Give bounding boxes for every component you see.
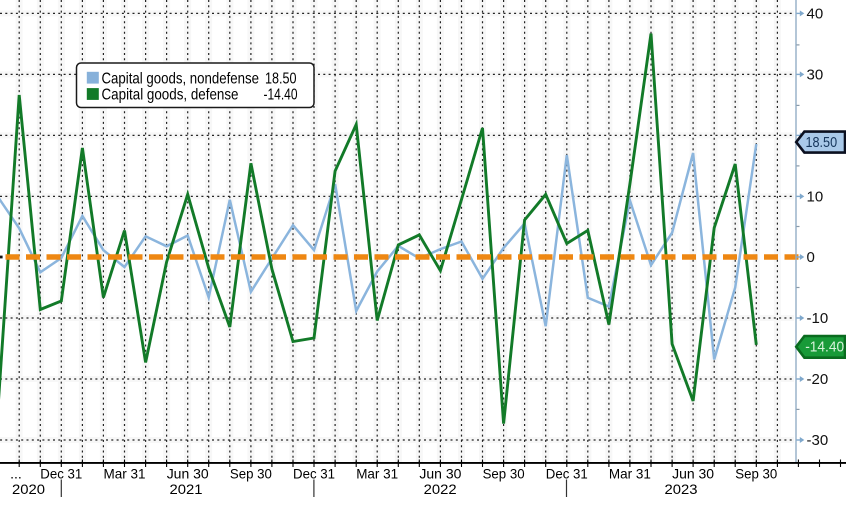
svg-text:Mar 31: Mar 31 (104, 466, 146, 482)
svg-text:Dec 31: Dec 31 (546, 466, 588, 482)
svg-text:2022: 2022 (424, 481, 457, 497)
svg-text:Capital goods, defense: Capital goods, defense (102, 87, 239, 104)
svg-text:Capital goods, nondefense: Capital goods, nondefense (102, 71, 260, 88)
svg-text:Sep 30: Sep 30 (483, 466, 525, 482)
svg-text:Sep 30: Sep 30 (230, 466, 272, 482)
svg-text:18.50: 18.50 (265, 71, 297, 88)
svg-text:...: ... (10, 466, 22, 482)
svg-text:-30: -30 (807, 432, 829, 449)
svg-text:Jun 30: Jun 30 (167, 466, 209, 482)
svg-text:Dec 31: Dec 31 (40, 466, 82, 482)
svg-text:-14.40: -14.40 (805, 339, 844, 356)
svg-text:Dec 31: Dec 31 (293, 466, 335, 482)
svg-text:10: 10 (807, 189, 824, 206)
svg-text:2023: 2023 (665, 481, 698, 497)
svg-text:40: 40 (807, 6, 824, 23)
svg-text:-10: -10 (807, 310, 829, 327)
svg-text:0: 0 (807, 249, 815, 266)
svg-text:30: 30 (807, 67, 824, 84)
svg-text:2020: 2020 (12, 481, 45, 497)
svg-text:Jun 30: Jun 30 (419, 466, 461, 482)
svg-text:Mar 31: Mar 31 (356, 466, 398, 482)
svg-text:18.50: 18.50 (806, 134, 838, 151)
svg-text:2021: 2021 (170, 481, 203, 497)
svg-text:-20: -20 (807, 371, 829, 388)
svg-text:-14.40: -14.40 (264, 87, 298, 104)
svg-text:Mar 31: Mar 31 (609, 466, 651, 482)
svg-text:Sep 30: Sep 30 (735, 466, 777, 482)
svg-text:Jun 30: Jun 30 (672, 466, 714, 482)
